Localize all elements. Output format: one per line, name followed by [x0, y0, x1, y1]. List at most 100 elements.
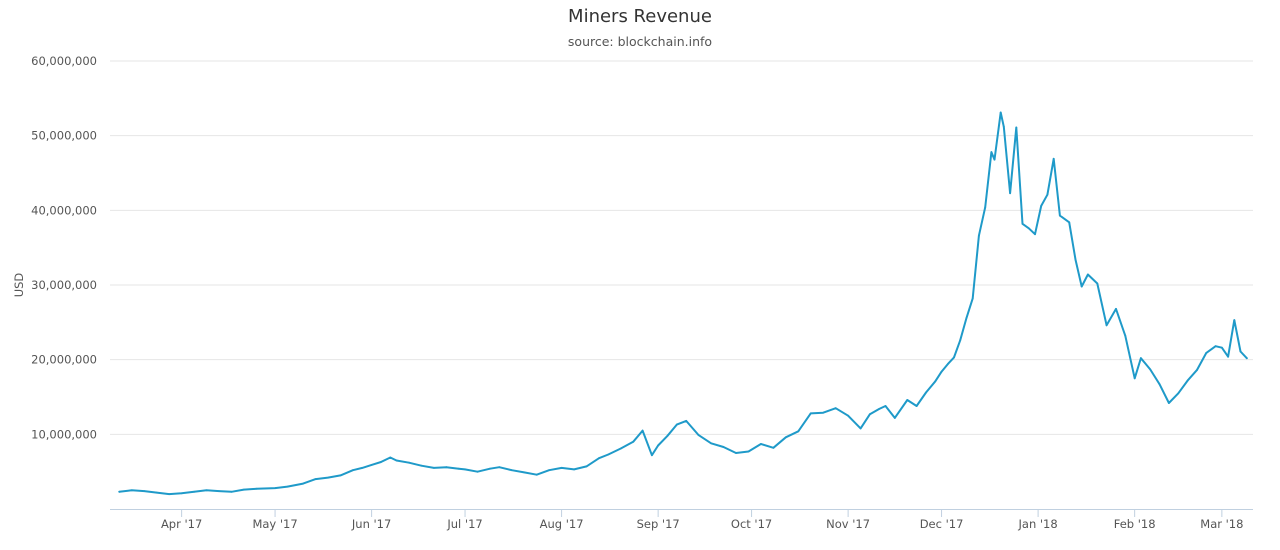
data-point [1074, 258, 1077, 261]
data-point [420, 464, 423, 467]
data-point [1124, 334, 1127, 337]
data-point [302, 482, 304, 485]
x-tick-label: Mar '18 [1200, 517, 1243, 531]
data-point [1015, 126, 1018, 129]
data-point [1239, 350, 1242, 353]
data-point [339, 474, 342, 477]
data-point [1245, 357, 1248, 360]
data-point [878, 408, 881, 410]
data-point [168, 493, 171, 495]
data-point [978, 234, 980, 237]
data-point [1068, 221, 1071, 224]
data-point [607, 453, 610, 456]
data-point [675, 423, 678, 426]
data-point [193, 490, 196, 493]
data-point [651, 454, 653, 457]
data-point [1227, 355, 1229, 358]
data-point [893, 417, 896, 419]
x-axis-ticks: Apr '17 May '17 Jun '17 Jul '17 Aug '17 Sep '… [161, 509, 1243, 531]
data-point [573, 468, 575, 471]
data-point [314, 478, 317, 480]
data-point [685, 420, 688, 422]
data-point [143, 490, 146, 492]
data-point [993, 158, 996, 161]
data-point [1140, 357, 1142, 360]
x-tick-label: May '17 [252, 517, 297, 531]
data-point [205, 489, 208, 492]
data-point [498, 466, 501, 469]
data-point [1040, 205, 1043, 207]
data-point [953, 356, 955, 359]
data-point [380, 461, 382, 463]
data-point [906, 399, 909, 401]
data-point [1080, 285, 1083, 288]
data-point [1214, 345, 1217, 348]
x-tick-label: Jul '17 [446, 517, 482, 531]
data-point [722, 446, 725, 448]
data-point [1034, 233, 1036, 236]
data-point [999, 111, 1002, 114]
data-point [1087, 273, 1089, 276]
y-tick-label: 50,000,000 [31, 129, 97, 143]
data-point [535, 473, 538, 476]
data-point [1046, 193, 1049, 196]
data-point [445, 466, 448, 469]
y-axis-label: USD [12, 273, 26, 298]
data-point [772, 446, 775, 449]
x-tick-label: Feb '18 [1114, 517, 1156, 531]
data-point [1105, 324, 1108, 327]
data-point [548, 469, 550, 472]
data-point [1027, 227, 1030, 230]
data-point [408, 461, 410, 464]
y-tick-label: 60,000,000 [31, 54, 97, 68]
data-point [1133, 377, 1136, 380]
data-point [230, 490, 233, 493]
data-point [1196, 369, 1198, 371]
data-point [1096, 282, 1099, 285]
data-point [834, 407, 837, 410]
data-point [847, 414, 849, 417]
data-point [946, 363, 949, 365]
data-point [274, 487, 276, 489]
data-point [934, 380, 937, 383]
data-point [457, 467, 460, 470]
data-point [352, 469, 354, 472]
data-point [476, 470, 479, 473]
data-point [869, 413, 871, 416]
data-point [218, 490, 220, 492]
data-point [760, 443, 762, 445]
data-point [510, 469, 513, 472]
y-tick-label: 30,000,000 [31, 278, 97, 292]
data-point [1233, 319, 1236, 321]
y-tick-label: 40,000,000 [31, 203, 97, 217]
data-point [666, 434, 669, 437]
data-point [1009, 192, 1011, 195]
data-point [1186, 379, 1189, 382]
x-tick-label: Oct '17 [731, 517, 772, 531]
x-tick-label: Jan '18 [1018, 517, 1058, 531]
x-tick-label: Nov '17 [826, 517, 870, 531]
data-point [180, 492, 183, 495]
data-point [940, 370, 943, 373]
data-point [1149, 368, 1152, 371]
gridlines [110, 60, 1253, 435]
data-point [389, 456, 392, 459]
data-point [925, 391, 927, 394]
data-point [286, 485, 289, 488]
data-point [1158, 383, 1161, 386]
data-point [598, 457, 600, 460]
data-point [395, 459, 398, 462]
data-point [657, 444, 659, 447]
data-point [489, 467, 491, 470]
data-point [464, 468, 466, 471]
data-point [118, 490, 121, 493]
data-point [243, 488, 245, 491]
data-point [1059, 214, 1061, 217]
data-point [959, 339, 962, 342]
y-tick-label: 20,000,000 [31, 353, 97, 367]
data-point [1205, 352, 1208, 354]
series-group [118, 111, 1248, 496]
data-point [619, 447, 622, 450]
chart-title: Miners Revenue [568, 6, 712, 27]
